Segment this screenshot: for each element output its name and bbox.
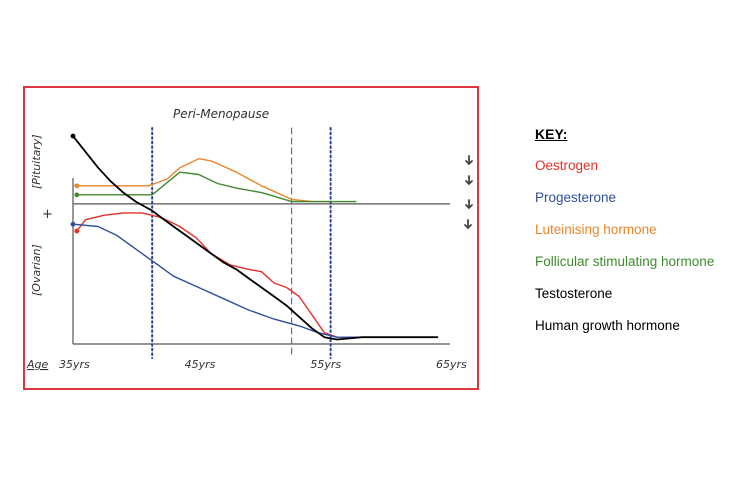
chart-key: KEY: Oestrogen Progesterone Luteinising ho…: [535, 126, 745, 350]
series-start-point: [74, 183, 80, 189]
x-tick-label: 55yrs: [310, 358, 341, 371]
x-tick-label: 45yrs: [185, 358, 216, 371]
axes: [72, 178, 450, 345]
series-start-point: [74, 192, 80, 198]
plus-sign: +: [42, 207, 53, 222]
x-tick-labels: 35yrs 45yrs 55yrs 65yrs: [59, 358, 467, 371]
down-arrow-icon: [464, 219, 472, 230]
down-arrow-icon: [465, 155, 473, 166]
series-line-luteinising-hormone: [76, 157, 332, 203]
down-arrow-icon: [465, 175, 473, 186]
series-line-progesterone: [72, 223, 439, 338]
x-tick-label: 65yrs: [436, 358, 467, 371]
series-start-point: [70, 133, 76, 139]
key-item: Oestrogen: [535, 158, 599, 173]
arrow-marks-svg: [464, 155, 473, 230]
peri-menopause-annotation: Peri-Menopause: [173, 107, 269, 121]
key-item: Follicular stimulating hormone: [535, 254, 715, 269]
x-axis-label: Age: [26, 358, 49, 371]
key-item: Luteinising hormone: [535, 222, 657, 237]
series-line-testosterone: [72, 135, 439, 341]
key-title: KEY:: [535, 126, 568, 142]
down-arrow-icon: [465, 199, 473, 210]
series-line-follicular-stimulating-hormone: [76, 171, 357, 203]
series-start-point: [70, 221, 76, 227]
key-items: Oestrogen Progesterone Luteinising hormone…: [535, 158, 745, 350]
series-start-point: [74, 228, 80, 234]
peri-menopause-markers: [151, 127, 332, 359]
hormone-chart: 35yrs 45yrs 55yrs 65yrs Peri-Menopause Age …: [26, 107, 467, 371]
y-axis-label-ovarian: [Ovarian]: [30, 244, 43, 296]
x-tick-label: 35yrs: [59, 358, 90, 371]
key-item: Testosterone: [535, 286, 613, 301]
key-item: Human growth hormone: [535, 318, 680, 333]
series-group: [70, 133, 439, 341]
key-item: Progesterone: [535, 190, 617, 205]
y-axis-label-pituitary: [Pituitary]: [30, 134, 43, 189]
chart-frame: 35yrs 45yrs 55yrs 65yrs Peri-Menopause Age …: [23, 86, 479, 390]
series-line-oestrogen: [76, 212, 439, 338]
